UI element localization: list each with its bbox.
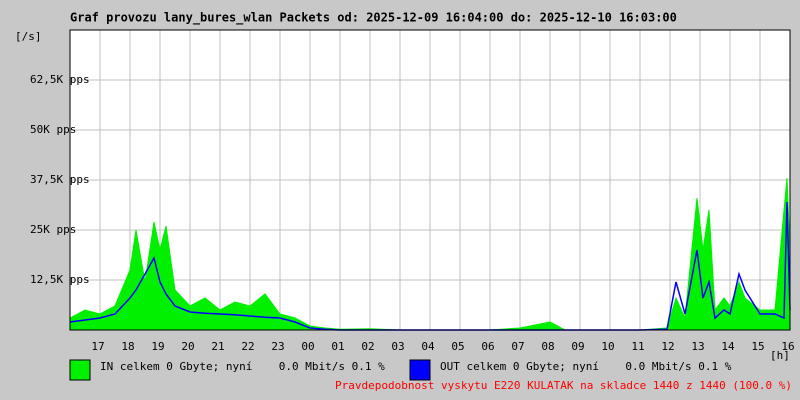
y-tick-label: 62,5K pps (30, 73, 90, 86)
y-tick-label: 50K pps (30, 123, 76, 136)
x-tick-label: 18 (121, 340, 134, 353)
x-tick-label: 22 (241, 340, 254, 353)
y-tick-label: 12,5K pps (30, 273, 90, 286)
x-tick-label: 02 (361, 340, 374, 353)
x-tick-label: 13 (691, 340, 704, 353)
x-tick-label: 20 (181, 340, 194, 353)
chart-title: Graf provozu lany_bures_wlan Packets od:… (70, 11, 677, 26)
x-tick-label: 09 (571, 340, 584, 353)
legend-swatch (409, 359, 431, 381)
x-unit: [h] (770, 349, 790, 362)
x-tick-label: 16 (781, 340, 794, 353)
x-tick-label: 00 (301, 340, 314, 353)
x-tick-label: 10 (601, 340, 614, 353)
legend-entry: OUT celkem 0 Gbyte; nyní 0.0 Mbit/s 0.1 … (440, 360, 732, 373)
x-tick-label: 03 (391, 340, 404, 353)
x-tick-label: 04 (421, 340, 435, 353)
legend-swatch (69, 359, 91, 381)
x-tick-label: 14 (721, 340, 735, 353)
y-unit: [/s] (15, 30, 42, 43)
x-tick-label: 23 (271, 340, 284, 353)
x-tick-label: 01 (331, 340, 344, 353)
x-tick-label: 19 (151, 340, 164, 353)
plot-border (69, 29, 791, 331)
x-tick-label: 11 (631, 340, 644, 353)
x-tick-label: 17 (91, 340, 104, 353)
x-tick-label: 07 (511, 340, 524, 353)
x-tick-label: 21 (211, 340, 224, 353)
x-tick-label: 08 (541, 340, 554, 353)
x-tick-label: 06 (481, 340, 494, 353)
x-tick-label: 05 (451, 340, 464, 353)
x-tick-label: 15 (751, 340, 764, 353)
y-tick-label: 25K pps (30, 223, 76, 236)
legend-entry: IN celkem 0 Gbyte; nyní 0.0 Mbit/s 0.1 % (100, 360, 385, 373)
x-tick-label: 12 (661, 340, 674, 353)
y-tick-label: 37,5K pps (30, 173, 90, 186)
note: Pravdepodobnost vyskytu E220 KULATAK na … (335, 379, 792, 392)
